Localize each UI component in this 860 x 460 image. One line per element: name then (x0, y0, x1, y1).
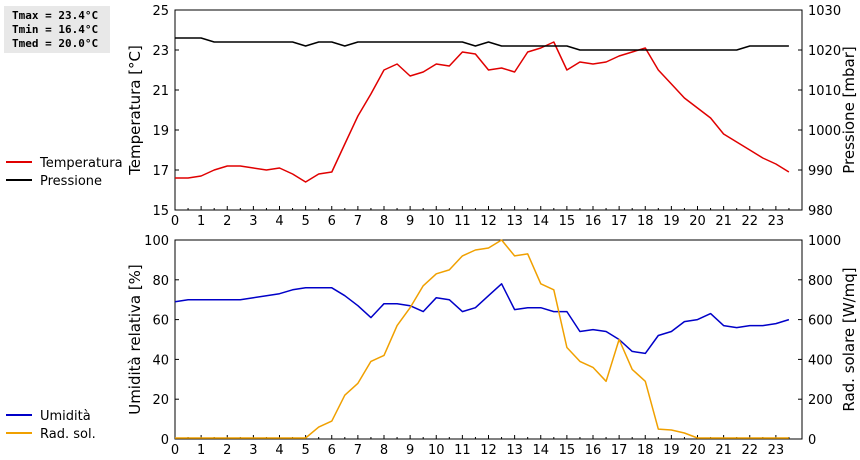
bottom-x-tick-label: 18 (637, 443, 654, 458)
top-y2-tick-label: 1010 (808, 84, 841, 99)
bottom-y2-tick-label: 400 (808, 353, 833, 368)
tmax-text: Tmax = 23.4°C (12, 9, 99, 22)
bottom-y2-tick-label: 600 (808, 314, 833, 329)
bottom-y-tick-label: 0 (161, 433, 169, 448)
bottom-x-tick-label: 2 (223, 443, 231, 458)
bottom-y2-tick-label: 200 (808, 393, 833, 408)
bottom-y-tick-label: 20 (152, 393, 169, 408)
top-x-tick-label: 6 (328, 214, 336, 229)
bottom-y2-tick-label: 1000 (808, 234, 841, 249)
bottom-x-tick-label: 11 (454, 443, 471, 458)
bottom-x-tick-label: 10 (428, 443, 445, 458)
top-y-tick-label: 25 (152, 4, 169, 19)
top-y-tick-label: 19 (152, 124, 169, 139)
top-x-tick-label: 10 (428, 214, 445, 229)
top-y-tick-label: 15 (152, 204, 169, 219)
top-x-tick-label: 14 (532, 214, 549, 229)
bottom-x-tick-label: 16 (585, 443, 602, 458)
bottom-x-tick-label: 8 (380, 443, 388, 458)
top-x-tick-label: 2 (223, 214, 231, 229)
top-x-tick-label: 23 (768, 214, 785, 229)
top-x-tick-label: 20 (689, 214, 706, 229)
top-y-axis-label: Temperatura [°C] (126, 45, 144, 176)
bottom-x-tick-label: 14 (532, 443, 549, 458)
top-x-tick-label: 19 (663, 214, 680, 229)
bottom-x-tick-label: 17 (611, 443, 628, 458)
top-x-tick-label: 4 (275, 214, 283, 229)
top-legend-label-2: Pressione (40, 174, 102, 189)
top-x-tick-label: 3 (249, 214, 257, 229)
top-x-tick-label: 0 (171, 214, 179, 229)
top-x-tick-label: 15 (559, 214, 576, 229)
bottom-x-tick-label: 9 (406, 443, 414, 458)
bottom-x-tick-label: 12 (480, 443, 497, 458)
top-y2-tick-label: 1030 (808, 4, 841, 19)
top-x-tick-label: 22 (741, 214, 758, 229)
top-x-tick-label: 21 (715, 214, 732, 229)
top-x-tick-label: 8 (380, 214, 388, 229)
top-x-tick-label: 17 (611, 214, 628, 229)
bottom-legend-label-1: Umidità (40, 409, 91, 424)
bottom-x-tick-label: 20 (689, 443, 706, 458)
top-x-tick-label: 13 (506, 214, 523, 229)
top-x-tick-label: 9 (406, 214, 414, 229)
top-series-line-2 (175, 37, 789, 51)
top-x-tick-label: 1 (197, 214, 205, 229)
top-x-tick-label: 18 (637, 214, 654, 229)
tmin-text: Tmin = 16.4°C (12, 23, 99, 36)
bottom-x-tick-label: 3 (249, 443, 257, 458)
bottom-x-tick-label: 21 (715, 443, 732, 458)
top-legend-label-1: Temperatura (39, 156, 123, 171)
bottom-y2-tick-label: 0 (808, 433, 816, 448)
top-y2-tick-label: 1000 (808, 124, 841, 139)
top-y2-axis-label: Pressione [mbar] (840, 46, 858, 174)
tmed-text: Tmed = 20.0°C (12, 37, 99, 50)
bottom-x-tick-label: 15 (559, 443, 576, 458)
bottom-x-tick-label: 0 (171, 443, 179, 458)
bottom-legend-label-2: Rad. sol. (40, 427, 96, 442)
bottom-x-tick-label: 22 (741, 443, 758, 458)
top-x-tick-label: 12 (480, 214, 497, 229)
bottom-plot-frame (174, 239, 803, 440)
top-y2-tick-label: 1020 (808, 44, 841, 59)
stats-box: Tmax = 23.4°C Tmin = 16.4°C Tmed = 20.0°… (4, 6, 110, 53)
top-series-line-1 (175, 41, 790, 183)
top-y2-tick-label: 990 (808, 164, 833, 179)
bottom-series-line-2 (175, 239, 789, 439)
top-y-tick-label: 17 (152, 164, 169, 179)
bottom-x-tick-label: 23 (768, 443, 785, 458)
bottom-x-tick-label: 7 (354, 443, 362, 458)
bottom-y2-tick-label: 800 (808, 274, 833, 289)
bottom-y-tick-label: 100 (144, 234, 169, 249)
bottom-y-axis-label: Umidità relativa [%] (126, 264, 144, 415)
bottom-y-tick-label: 40 (152, 353, 169, 368)
bottom-x-tick-label: 5 (301, 443, 309, 458)
top-x-tick-label: 5 (301, 214, 309, 229)
bottom-y2-axis-label: Rad. solare [W/mq] (840, 267, 858, 411)
top-plot-frame (174, 9, 803, 211)
top-x-tick-label: 16 (585, 214, 602, 229)
top-x-tick-label: 11 (454, 214, 471, 229)
bottom-x-tick-label: 13 (506, 443, 523, 458)
top-y2-tick-label: 980 (808, 204, 833, 219)
bottom-x-tick-label: 6 (328, 443, 336, 458)
top-y-tick-label: 23 (152, 44, 169, 59)
bottom-y-tick-label: 80 (152, 274, 169, 289)
top-x-tick-label: 7 (354, 214, 362, 229)
bottom-x-tick-label: 4 (275, 443, 283, 458)
bottom-x-tick-label: 19 (663, 443, 680, 458)
bottom-series-line-1 (174, 283, 790, 355)
bottom-x-tick-label: 1 (197, 443, 205, 458)
top-y-tick-label: 21 (152, 84, 169, 99)
bottom-y-tick-label: 60 (152, 314, 169, 329)
